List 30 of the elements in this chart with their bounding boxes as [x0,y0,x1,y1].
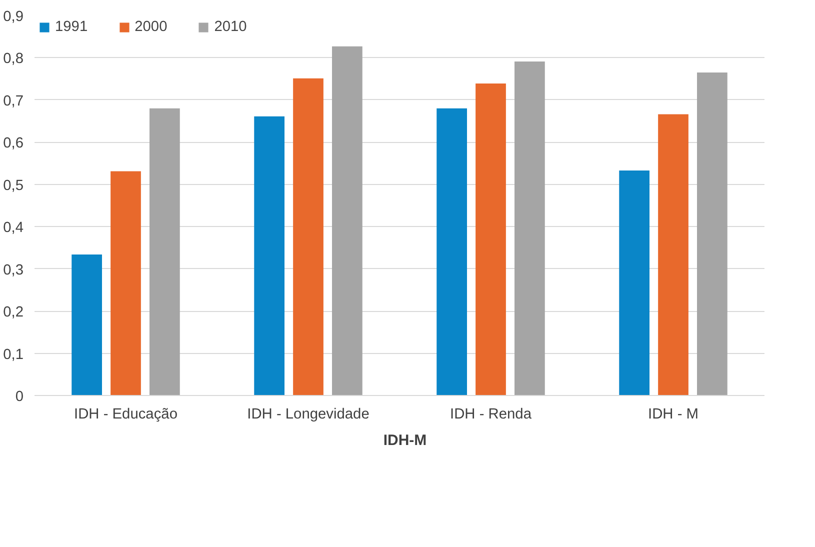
x-tick-label: IDH - Renda [450,406,532,422]
y-tick-label: 0 [15,389,24,405]
legend-label: 2010 [214,19,247,35]
x-tick-label: IDH - Educação [74,406,178,422]
bar [514,62,545,396]
bar [697,72,728,396]
y-tick-label: 0,4 [3,220,24,236]
x-tick-label: IDH - Longevidade [247,406,370,422]
bar [254,116,284,396]
bar [293,78,324,396]
y-tick-label: 0,5 [3,178,24,194]
bar [436,108,467,396]
bar [72,254,102,396]
y-tick-label: 0,2 [3,304,24,321]
bar [332,46,362,396]
bar [476,83,506,396]
legend-label: 2000 [134,19,168,35]
y-tick-label: 0,9 [3,9,24,25]
legend-label: 1991 [55,19,88,35]
y-tick-label: 0,3 [3,262,24,278]
text: IDH-M [383,431,427,451]
y-tick-label: 0,8 [3,51,24,68]
bar [658,114,688,396]
bar [619,170,650,396]
y-tick-label: 0,7 [3,93,24,110]
y-tick-label: 0,1 [3,346,24,363]
bar [150,108,180,396]
bar [110,171,141,396]
x-tick-label: IDH - M [648,406,698,422]
y-tick-label: 0,6 [3,136,24,152]
